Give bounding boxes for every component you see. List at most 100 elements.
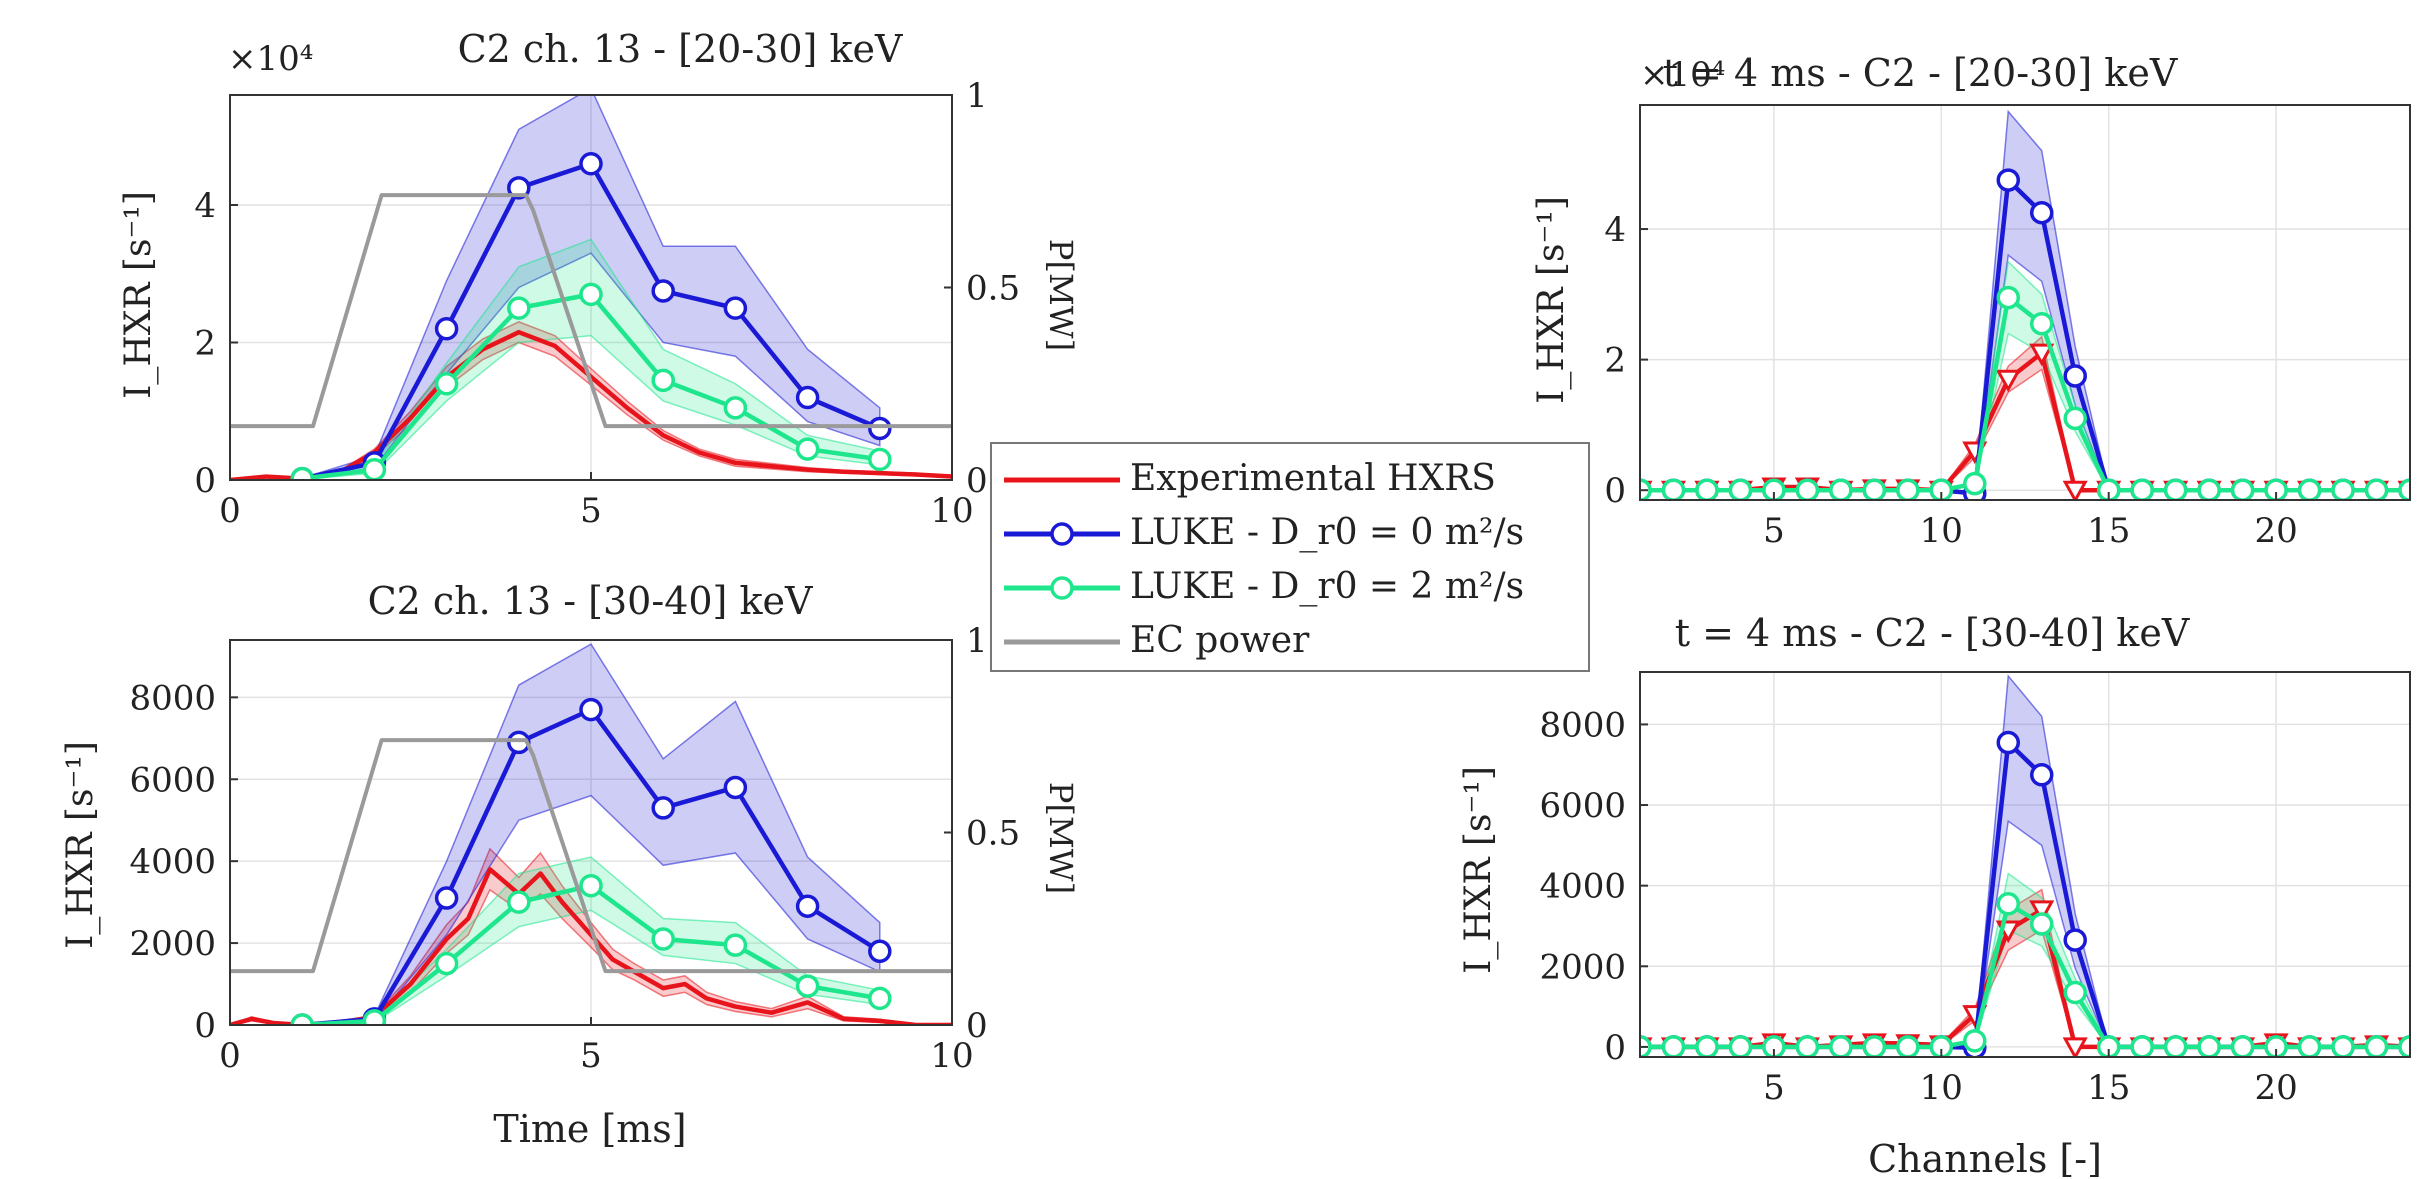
- data-point: [2331, 478, 2355, 500]
- y-tick-label: 8000: [1539, 705, 1626, 745]
- y-axis-label: I_HXR [s⁻¹]: [60, 741, 101, 949]
- y-tick-label: 0: [1604, 1028, 1626, 1068]
- data-point: [2398, 478, 2410, 500]
- data-point: [579, 697, 603, 722]
- data-point: [1896, 1035, 1920, 1057]
- y2-tick-label: 0: [966, 1006, 988, 1046]
- legend-swatch: [1004, 639, 1120, 645]
- data-point: [2062, 480, 2088, 500]
- data-point: [2063, 980, 2087, 1005]
- data-point: [651, 279, 675, 303]
- y2-tick-label: 0: [966, 461, 988, 501]
- data-point: [2029, 311, 2054, 336]
- data-point: [2096, 478, 2121, 500]
- data-point: [795, 437, 820, 461]
- panel-channels-20-30kev: t = 4 ms - C2 - [20-30] keV ×10⁴ I_HXR […: [1531, 51, 2411, 551]
- data-point: [2063, 406, 2087, 431]
- data-point: [1762, 478, 1786, 500]
- y-tick-label: 4: [1604, 210, 1626, 250]
- x-axis-label: Time [ms]: [493, 1107, 686, 1151]
- legend-entry-luke-dr0-2: LUKE - D_r0 = 2 m²/s: [1004, 560, 1584, 616]
- data-point: [1661, 1035, 1686, 1057]
- data-point: [2331, 1035, 2355, 1057]
- data-point: [1829, 1035, 1853, 1057]
- x-tick-label: 20: [2254, 1068, 2297, 1108]
- data-point: [2364, 478, 2389, 500]
- data-point: [1862, 1035, 1887, 1057]
- data-point: [723, 775, 748, 800]
- y2-tick-label: 1: [966, 621, 988, 661]
- x-tick-label: 0: [219, 1036, 241, 1076]
- data-point: [2130, 1035, 2154, 1057]
- data-point: [434, 317, 459, 341]
- y-tick-label: 0: [194, 461, 216, 501]
- legend: Experimental HXRS LUKE - D_r0 = 0 m²/s L…: [990, 442, 1590, 672]
- data-point: [2364, 1035, 2389, 1057]
- data-point: [1996, 285, 2021, 310]
- y2-axis-label: P[MW]: [1042, 782, 1080, 894]
- y-tick-label: 4000: [1539, 867, 1626, 907]
- plot-area: [1640, 105, 2410, 500]
- data-point: [2029, 763, 2054, 787]
- legend-label: LUKE - D_r0 = 2 m²/s: [1130, 566, 1525, 607]
- y-tick-label: 2000: [129, 924, 216, 964]
- legend-swatch: [1004, 477, 1120, 483]
- legend-entry-ec-power: EC power: [1004, 614, 1584, 670]
- panel-time-30-40kev: C2 ch. 13 - [30-40] keV I_HXR [s⁻¹] P[MW…: [60, 579, 1080, 1151]
- data-point: [1929, 478, 1954, 500]
- data-point: [723, 933, 748, 957]
- data-point: [1695, 1035, 1719, 1057]
- data-point: [2029, 912, 2054, 936]
- data-point: [507, 890, 531, 914]
- data-point: [1695, 478, 1719, 500]
- y2-tick-label: 0.5: [966, 269, 1020, 309]
- data-point: [579, 282, 603, 307]
- x-tick-label: 10: [930, 1036, 973, 1076]
- plot-series-group: [230, 643, 952, 1025]
- data-point: [1996, 168, 2021, 192]
- x-tick-label: 10: [1920, 511, 1963, 551]
- data-point: [795, 974, 820, 998]
- data-point: [651, 796, 675, 820]
- data-point: [1896, 478, 1920, 500]
- data-point: [1996, 892, 2021, 916]
- legend-swatch: [1004, 576, 1120, 600]
- data-point: [2197, 1035, 2221, 1057]
- data-point: [1661, 478, 1686, 500]
- y-tick-label: 2: [1604, 341, 1626, 381]
- x-tick-label: 10: [930, 491, 973, 531]
- series-line: [230, 738, 952, 974]
- data-point: [868, 939, 892, 964]
- chart-title: C2 ch. 13 - [20-30] keV: [458, 27, 903, 71]
- data-point: [1862, 478, 1887, 500]
- data-point: [1963, 471, 1987, 496]
- data-point: [2063, 928, 2087, 952]
- y2-tick-label: 1: [966, 76, 988, 116]
- y-axis-label: I_HXR [s⁻¹]: [118, 191, 159, 399]
- data-point: [2197, 478, 2221, 500]
- data-point: [362, 1009, 387, 1025]
- data-point: [1963, 1029, 1987, 1053]
- data-point: [1829, 478, 1853, 500]
- plot-series-group: [230, 95, 952, 480]
- data-point: [2297, 1035, 2322, 1057]
- data-point: [579, 873, 603, 898]
- data-point: [868, 447, 892, 472]
- y-tick-label: 2000: [1539, 947, 1626, 987]
- y-tick-label: 2: [194, 324, 216, 364]
- plot-frame: [1639, 671, 2411, 1058]
- y-tick-label: 0: [194, 1006, 216, 1046]
- data-point: [1728, 478, 1753, 500]
- data-point: [795, 385, 820, 410]
- y-axis-label: I_HXR [s⁻¹]: [1458, 766, 1499, 974]
- data-point: [2163, 1035, 2188, 1057]
- data-point: [434, 951, 459, 976]
- legend-entry-luke-dr0-0: LUKE - D_r0 = 0 m²/s: [1004, 506, 1584, 562]
- plot-series-group: [1640, 109, 2410, 500]
- legend-label: LUKE - D_r0 = 0 m²/s: [1130, 512, 1525, 553]
- x-tick-label: 5: [580, 1036, 602, 1076]
- y2-tick-label: 0.5: [966, 814, 1020, 854]
- legend-label: Experimental HXRS: [1130, 458, 1496, 499]
- y-tick-label: 8000: [129, 678, 216, 718]
